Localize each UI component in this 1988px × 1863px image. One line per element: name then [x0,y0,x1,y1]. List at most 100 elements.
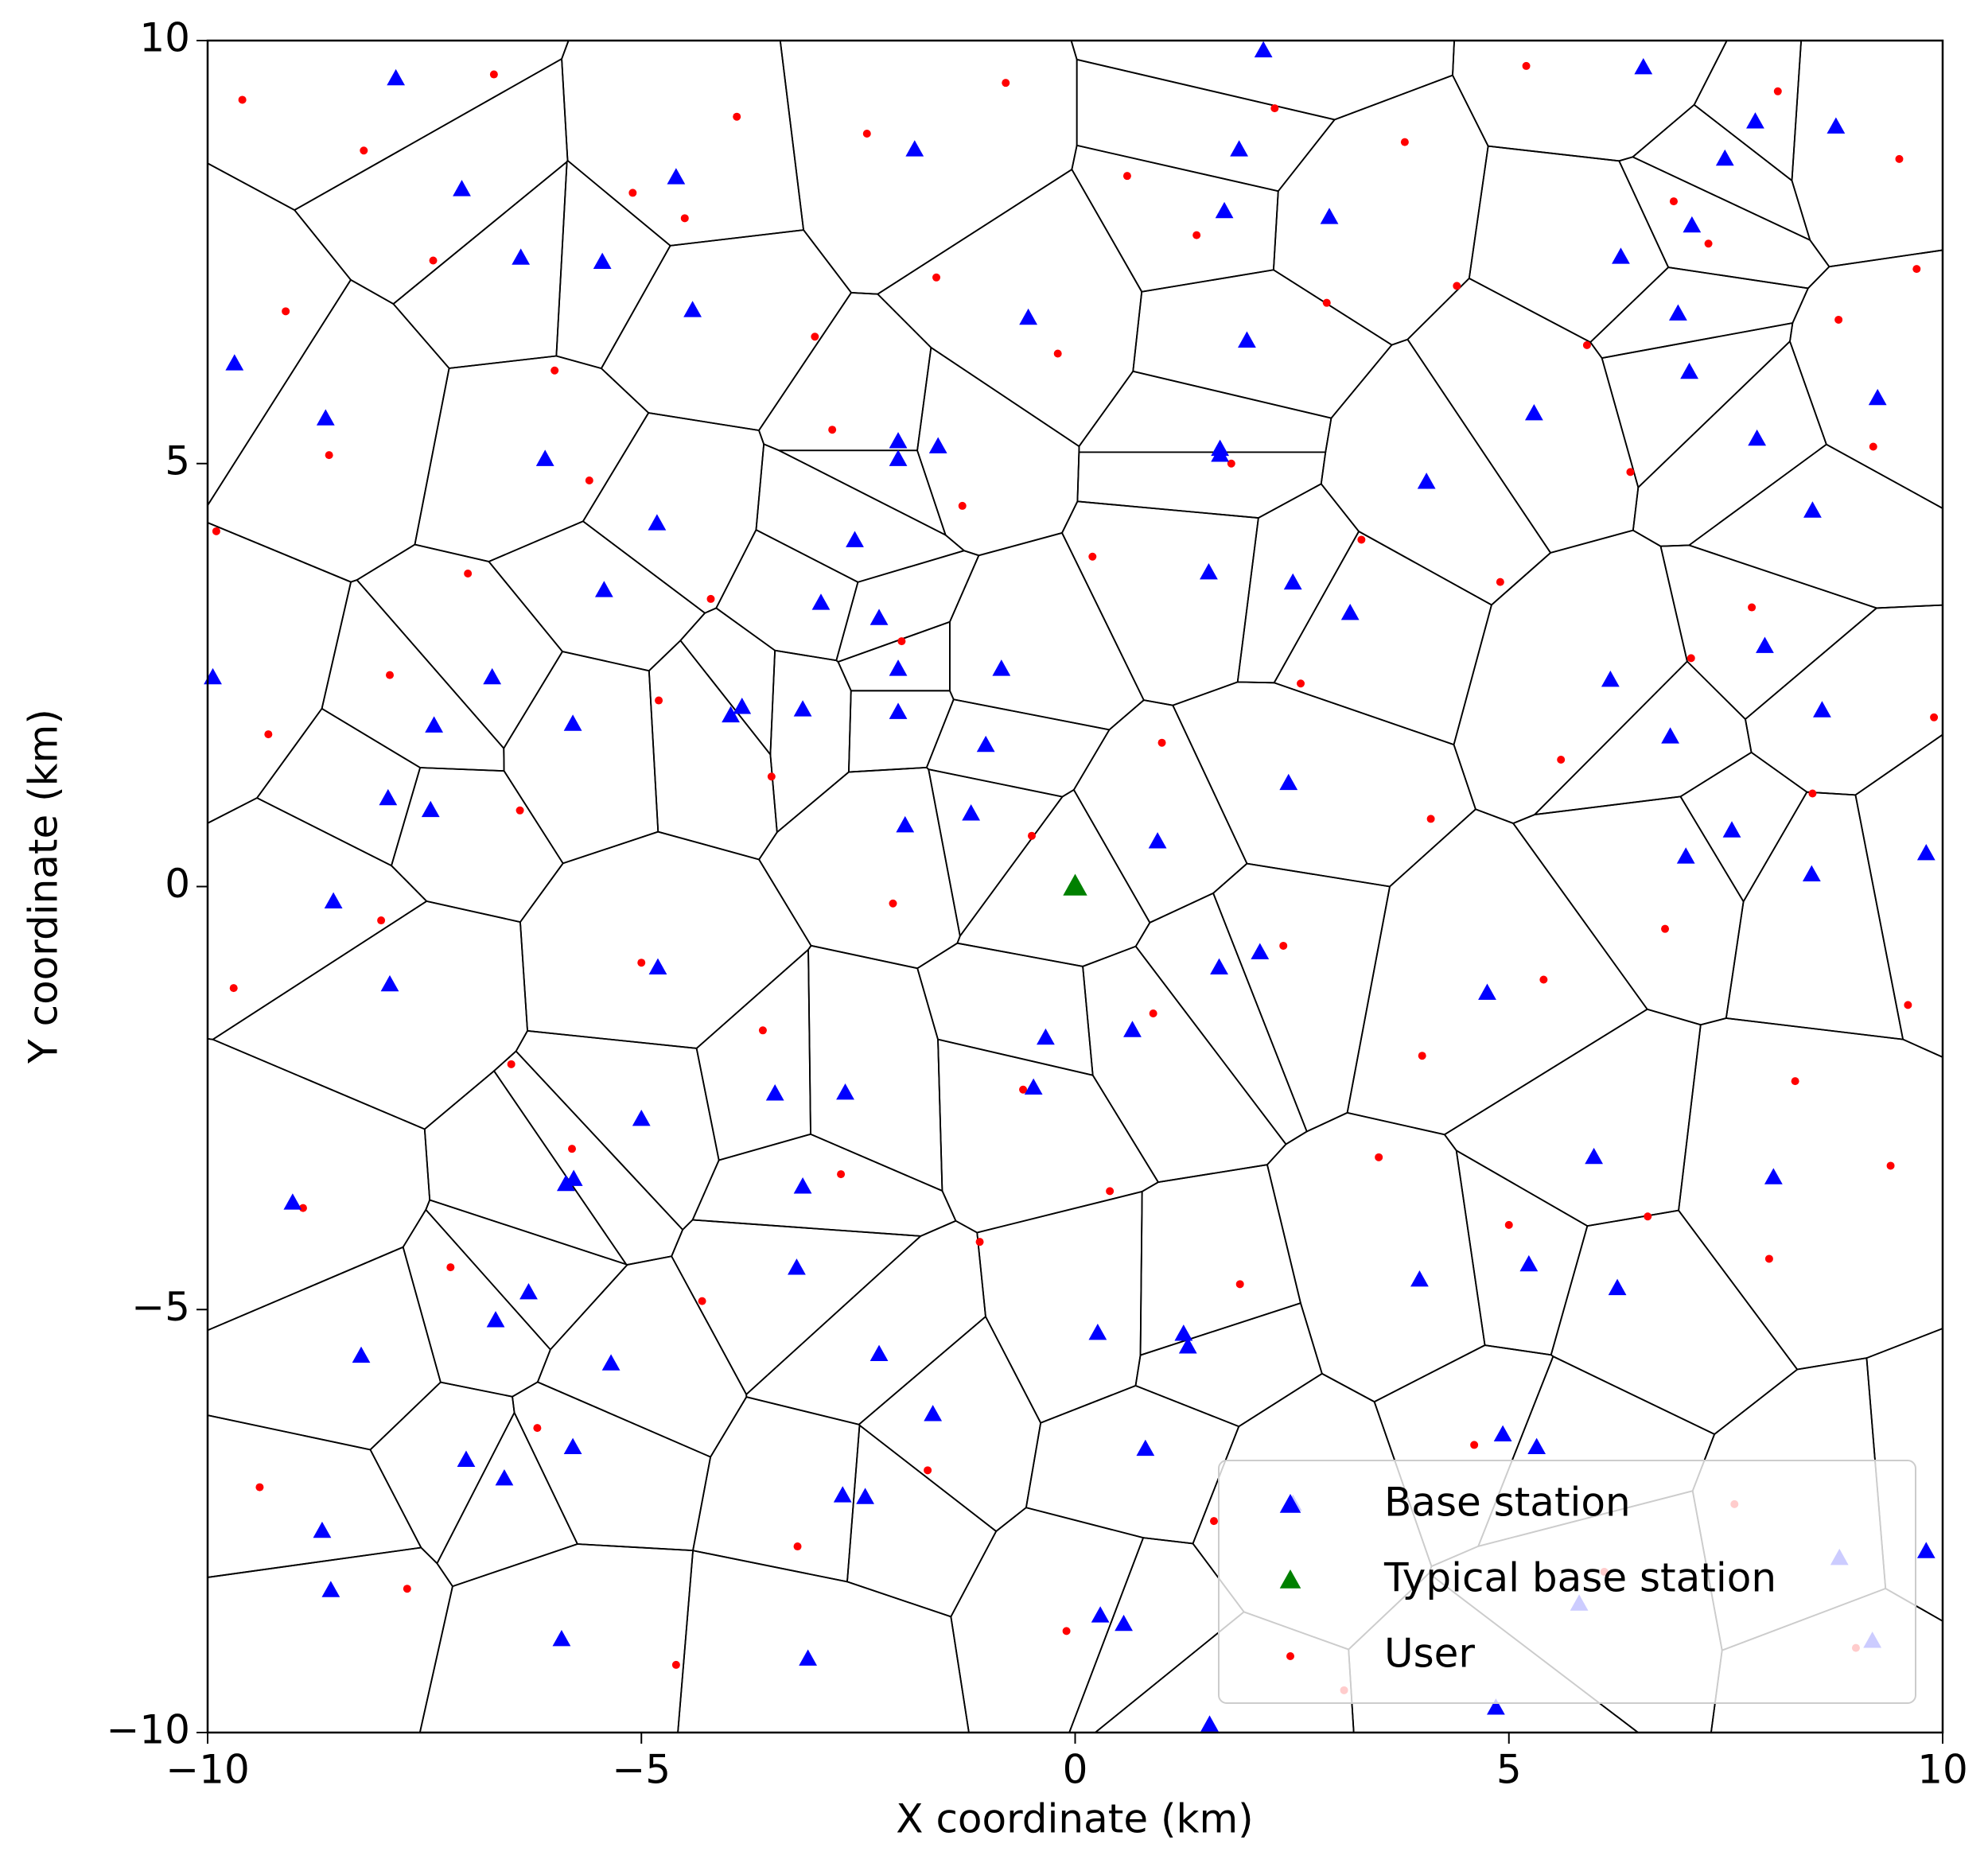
base-station [1601,671,1620,687]
voronoi-cell [679,607,776,756]
voronoi-cell [1346,808,1648,1136]
user [1748,603,1757,612]
base-station [594,581,613,597]
base-station [1748,429,1767,446]
voronoi-cell [211,900,528,1130]
base-station [962,804,981,821]
base-station [1916,844,1935,861]
base-station [352,1346,371,1363]
voronoi-cell [847,690,955,773]
user [1453,282,1461,290]
voronoi-cell [1687,443,1943,609]
voronoi-cell [356,543,564,750]
base-station [905,140,924,157]
base-station [1478,983,1496,1000]
base-station [1827,117,1846,134]
base-station [1715,149,1734,166]
voronoi-cell [1071,144,1279,293]
voronoi-cell [1618,156,1830,290]
base-station [1123,1021,1142,1037]
voronoi-cell [956,788,1151,967]
voronoi-cell [1744,604,1943,796]
user [1557,755,1566,764]
user [464,570,473,578]
user [758,1026,767,1035]
legend-marker [1286,1652,1294,1660]
base-station [1091,1606,1110,1623]
voronoi-cell [515,1029,720,1231]
user [1504,1220,1513,1229]
voronoi-cell [207,1037,431,1332]
voronoi-cell [1789,249,1943,510]
user [1192,231,1201,239]
base-station [1238,331,1256,348]
user [298,1204,307,1212]
base-station [421,800,440,818]
base-station [1746,112,1764,129]
voronoi-cell [1139,1164,1302,1356]
voronoi-cell [369,1381,515,1565]
base-station [563,714,582,731]
base-station [1178,1337,1197,1354]
user [1930,713,1939,721]
y-tick-label: 0 [165,861,190,907]
voronoi-cell [1443,1008,1702,1227]
base-station [1254,41,1273,58]
user [1470,1441,1479,1449]
user [1773,87,1782,95]
base-station [1148,832,1167,849]
base-station [1519,1254,1539,1272]
voronoi-cell [555,159,671,370]
user [1209,1517,1218,1526]
legend-label: Typical base station [1383,1555,1776,1601]
user [489,70,498,79]
base-station [379,788,398,806]
base-station [380,974,399,992]
voronoi-cell [503,651,659,865]
voronoi-cell [1678,1017,1943,1371]
user [264,730,273,739]
base-station [889,702,908,719]
base-station [648,514,667,531]
voronoi-cell [600,229,853,432]
voronoi-cell [436,1410,579,1588]
user [1539,975,1548,984]
base-station [992,659,1011,676]
user [360,146,368,155]
voronoi-cell [207,797,428,1040]
voronoi-cell [392,160,568,369]
user [1895,154,1904,163]
voronoi-cell [1468,145,1670,344]
voronoi-cell [1272,74,1489,346]
voronoi-cell [1452,40,1729,162]
base-station [788,1258,806,1275]
base-station [1200,1715,1219,1732]
base-station [765,1084,784,1101]
base-station [1410,1270,1429,1287]
user [1626,468,1635,476]
base-station [535,449,554,466]
user [1227,459,1235,468]
x-tick-label: 5 [1496,1747,1522,1793]
base-station [733,698,752,714]
user [429,256,438,265]
base-station [1063,873,1087,896]
base-station [793,1177,812,1194]
voronoi-cell [976,1190,1143,1424]
user [1002,79,1010,88]
base-station [632,1109,651,1126]
user [1686,654,1695,663]
user [1522,61,1531,70]
voronoi-cell [692,1396,861,1583]
base-station [722,706,740,723]
base-station [486,1311,505,1328]
voronoi-cell [837,620,951,692]
base-station [1279,773,1298,791]
voronoi-cell [846,1423,998,1618]
user [282,307,290,316]
base-station [283,1193,302,1210]
user [733,112,741,121]
user [1270,104,1279,113]
base-station [316,409,335,426]
base-station [1868,388,1887,406]
